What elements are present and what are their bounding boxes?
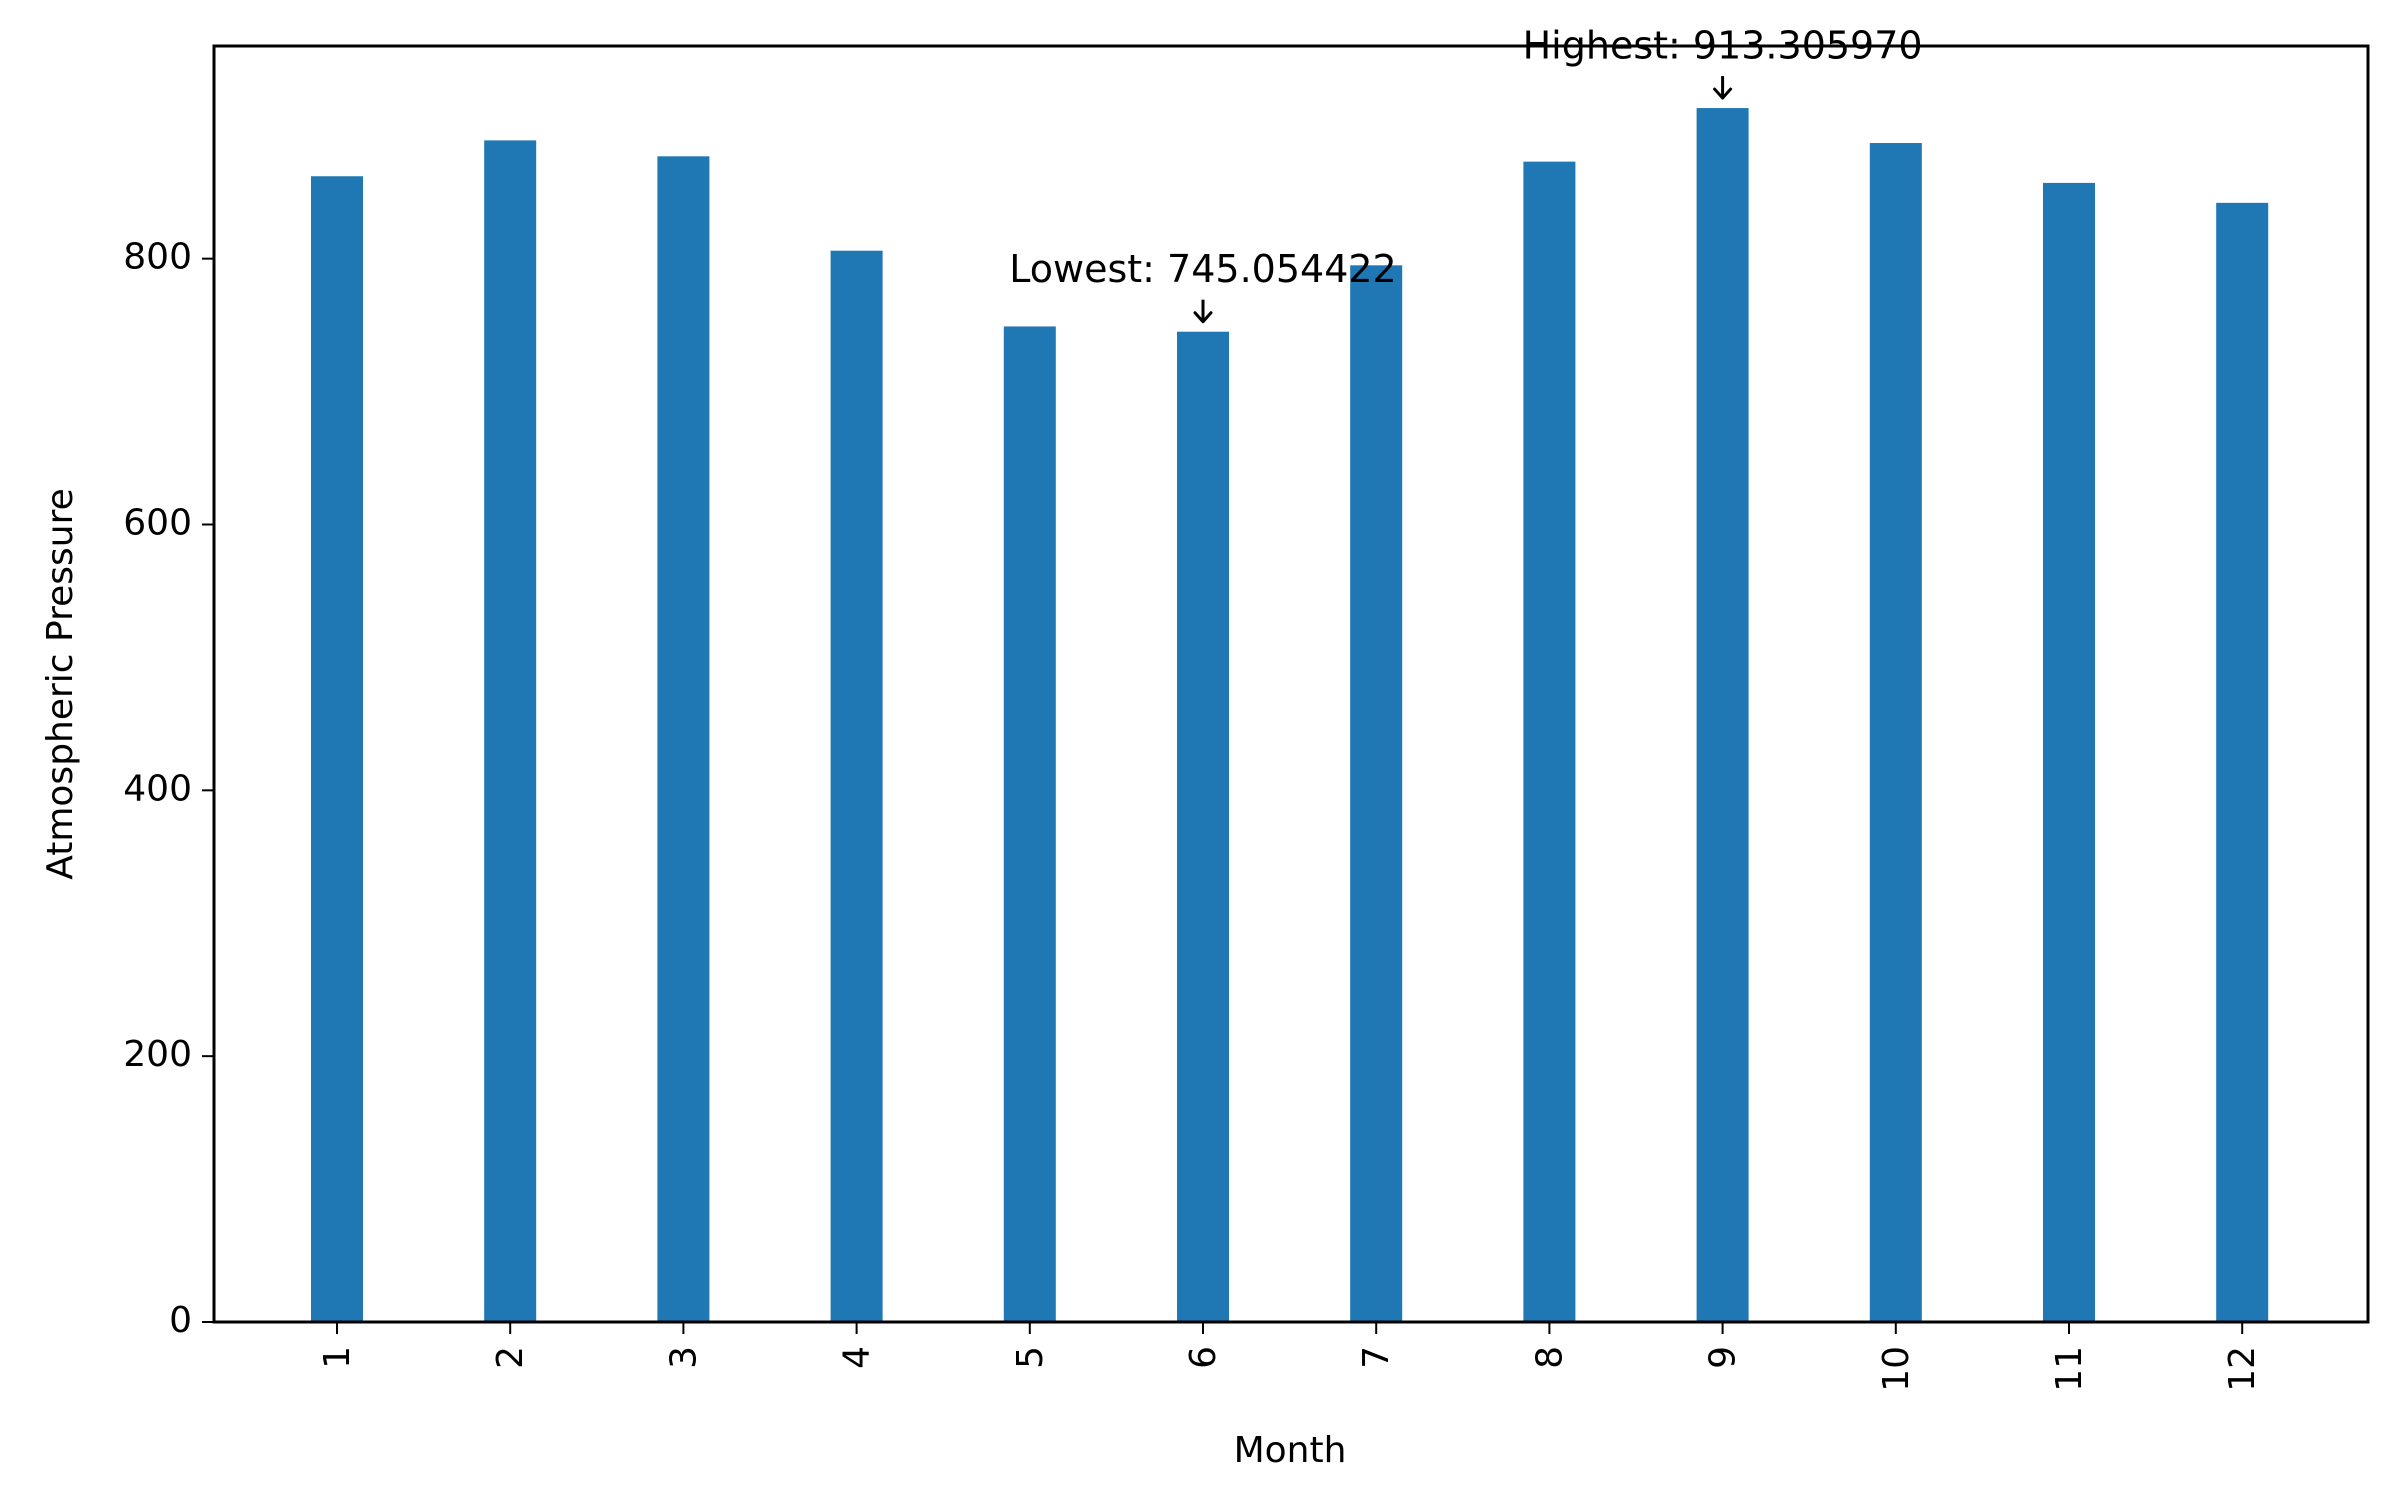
plot-frame	[212, 44, 2370, 1324]
y-axis: 0 200 400 600 800	[123, 237, 214, 1341]
bar-6	[1177, 331, 1229, 1322]
x-tick-label-5: 5	[1010, 1346, 1051, 1369]
bar-4	[830, 250, 883, 1323]
x-tick-label-1: 1	[317, 1346, 358, 1369]
x-tick-label-3: 3	[663, 1346, 704, 1369]
y-tick-label-0: 0	[169, 1300, 192, 1341]
bar-5	[1003, 326, 1056, 1322]
bar-8	[1523, 161, 1576, 1323]
bar-12	[2216, 202, 2269, 1322]
x-axis: 1 2 3 4 5 6 7 8 9 10 11 12	[317, 1322, 2263, 1392]
y-tick-label-800: 800	[123, 237, 192, 278]
x-tick-label-2: 2	[490, 1346, 531, 1369]
bar-11	[2043, 182, 2095, 1322]
x-tick-label-10: 10	[1876, 1346, 1917, 1392]
annotation-arrowhead-1	[1713, 87, 1733, 100]
bar-2	[484, 140, 537, 1322]
x-tick-label-7: 7	[1356, 1346, 1397, 1369]
x-tick-label-8: 8	[1529, 1346, 1570, 1369]
bar-1	[311, 176, 363, 1323]
bar-10	[1869, 143, 1922, 1322]
x-axis-label: Month	[1234, 1430, 1347, 1471]
x-tick-label-4: 4	[837, 1346, 878, 1369]
x-tick-label-9: 9	[1703, 1346, 1744, 1369]
y-axis-label: Atmospheric Pressure	[40, 488, 81, 880]
bar-9	[1696, 108, 1749, 1322]
x-tick-label-11: 11	[2049, 1346, 2090, 1392]
bars-layer	[311, 108, 2269, 1323]
y-tick-label-400: 400	[123, 768, 192, 809]
x-tick-label-6: 6	[1183, 1346, 1224, 1369]
annotation-arrowhead-0	[1193, 311, 1213, 324]
y-tick-label-600: 600	[123, 503, 192, 544]
y-tick-label-200: 200	[123, 1034, 192, 1075]
annotation-text-0: Lowest: 745.054422	[1009, 247, 1396, 291]
bar-7	[1350, 265, 1403, 1322]
bar-3	[657, 156, 710, 1323]
x-tick-label-12: 12	[2222, 1346, 2263, 1392]
